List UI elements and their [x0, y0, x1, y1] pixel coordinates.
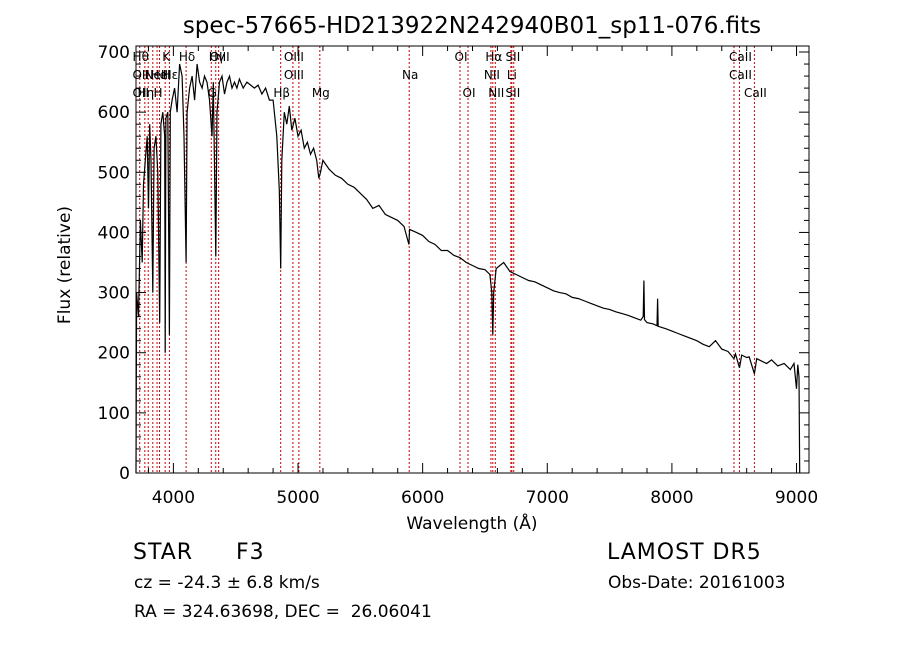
x-tick-label: 8000	[650, 488, 693, 508]
object-class: STAR	[133, 540, 194, 565]
spectral-line-labels: HθOIIOIIHηNeIIIHHeIKHεHδGHγOIIIHβOIIIOII…	[132, 50, 766, 100]
redshift-velocity: cz = -24.3 ± 6.8 km/s	[134, 573, 320, 593]
spectral-line-label: Hη	[138, 86, 155, 100]
y-tick-label: 700	[98, 43, 130, 63]
spectral-line-label: OIII	[210, 50, 230, 64]
observation-date: Obs-Date: 20161003	[608, 573, 786, 593]
spectral-line-label: H	[154, 86, 163, 100]
spectral-line-label: Mg	[312, 86, 330, 100]
plot-axes: 4000 5000 6000 7000 8000 9000 0 100 200 300 400 500…	[98, 43, 819, 508]
spectral-line-label: Hθ	[133, 50, 149, 64]
x-tick-label: 7000	[526, 488, 569, 508]
spectral-line-label: CaII	[729, 50, 752, 64]
y-tick-label: 400	[98, 223, 130, 243]
y-tick-label: 500	[98, 163, 130, 183]
x-tick-label: 9000	[775, 488, 818, 508]
y-tick-label: 0	[119, 464, 130, 484]
spectral-line-label: OIII	[284, 50, 304, 64]
spectral-line-label: G	[208, 86, 217, 100]
x-tick-label: 5000	[276, 488, 319, 508]
spectral-line-label: NeIII	[145, 68, 172, 82]
y-tick-label: 600	[98, 103, 130, 123]
spectral-line-label: CaII	[729, 68, 752, 82]
x-axis-label: Wavelength (Å)	[406, 512, 537, 534]
x-tick-label: 4000	[152, 488, 195, 508]
ra-dec: RA = 324.63698, DEC = 26.06041	[134, 602, 432, 622]
spectral-line-label: OII	[132, 86, 149, 100]
spectral-line-label: Hγ	[209, 50, 225, 64]
spectral-line-label: CaII	[744, 86, 767, 100]
spectral-line-label: HeI	[151, 68, 171, 82]
spectral-line-label: Na	[402, 68, 418, 82]
spectral-line-label: Hα	[485, 50, 502, 64]
spectrum-line	[135, 63, 801, 474]
spectral-line-label: SII	[506, 50, 521, 64]
spectral-line-label: OIII	[284, 68, 304, 82]
y-tick-label: 300	[98, 284, 130, 304]
spectral-line-label: NII	[484, 68, 500, 82]
spectral-line-label: Hβ	[273, 86, 290, 100]
survey-name: LAMOST DR5	[607, 540, 762, 565]
spectral-lines-layer	[139, 46, 755, 473]
spectral-line-label: OI	[455, 50, 468, 64]
y-tick-label: 200	[98, 344, 130, 364]
x-tick-label: 6000	[401, 488, 444, 508]
spectral-line-label: OII	[132, 68, 149, 82]
spectral-line-label: Li	[507, 68, 517, 82]
spectral-line-label: Hε	[163, 68, 179, 82]
spectral-line-label: K	[162, 50, 171, 64]
spectral-line-label: NII	[488, 86, 504, 100]
spectral-line-label: SII	[506, 86, 521, 100]
object-subclass: F3	[236, 540, 265, 565]
y-axis-label: Flux (relative)	[55, 206, 75, 324]
y-tick-label: 100	[98, 404, 130, 424]
chart-title: spec-57665-HD213922N242940B01_sp11-076.f…	[183, 13, 761, 39]
plot-frame	[135, 45, 810, 474]
spectral-line-label: Hδ	[179, 50, 195, 64]
spectral-line-label: OI	[463, 86, 476, 100]
